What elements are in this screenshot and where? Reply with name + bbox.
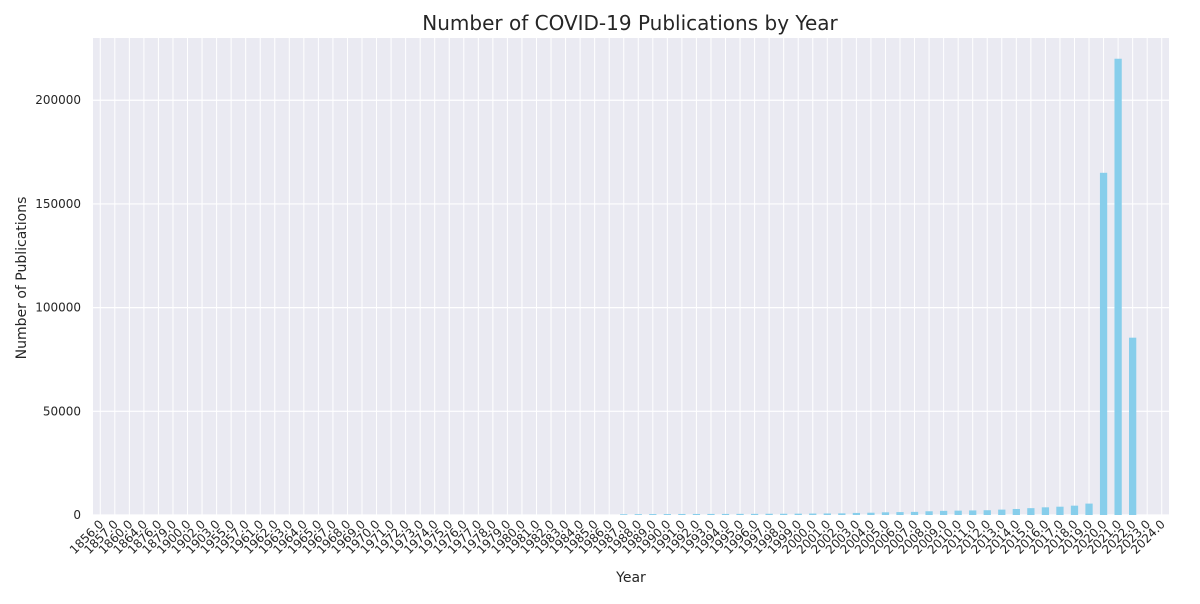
x-tick-labels: 1856.01857.01860.01864.01876.01879.01900…	[67, 517, 1168, 557]
bar	[693, 514, 700, 515]
bar	[853, 513, 860, 515]
bar	[766, 514, 773, 515]
bar	[838, 513, 845, 515]
y-tick-label: 50000	[43, 404, 81, 418]
bar	[882, 512, 889, 515]
bar	[751, 514, 758, 515]
bar	[911, 512, 918, 515]
bar	[984, 510, 991, 515]
bar	[867, 513, 874, 515]
bar	[1085, 504, 1092, 515]
bar	[722, 514, 729, 515]
bar	[969, 510, 976, 515]
y-tick-label: 150000	[35, 197, 81, 211]
bar	[649, 514, 656, 515]
bar	[1071, 506, 1078, 515]
bar	[736, 514, 743, 515]
bar	[780, 514, 787, 515]
chart-title: Number of COVID-19 Publications by Year	[422, 11, 838, 35]
bar	[664, 514, 671, 515]
bar	[1129, 338, 1136, 515]
y-axis-label: Number of Publications	[14, 197, 30, 360]
x-axis-label: Year	[615, 570, 646, 586]
bar	[620, 514, 627, 515]
bar	[955, 511, 962, 515]
y-tick-label: 200000	[35, 93, 81, 107]
bar	[824, 513, 831, 515]
bar	[1056, 507, 1063, 515]
bar	[1100, 173, 1107, 515]
bar	[1114, 59, 1121, 515]
y-tick-labels: 0 50000 100000 150000 200000	[35, 93, 81, 522]
bar	[896, 512, 903, 515]
bar	[635, 514, 642, 515]
bar	[998, 510, 1005, 515]
bar	[707, 514, 714, 515]
plot-background	[93, 38, 1169, 515]
y-tick-label: 0	[73, 508, 81, 522]
bar	[809, 514, 816, 515]
y-tick-label: 100000	[35, 301, 81, 315]
bar	[940, 511, 947, 515]
bar	[1042, 507, 1049, 515]
bar	[1013, 509, 1020, 515]
bar	[678, 514, 685, 515]
bar	[795, 514, 802, 515]
bar	[925, 511, 932, 515]
bar	[1027, 508, 1034, 515]
